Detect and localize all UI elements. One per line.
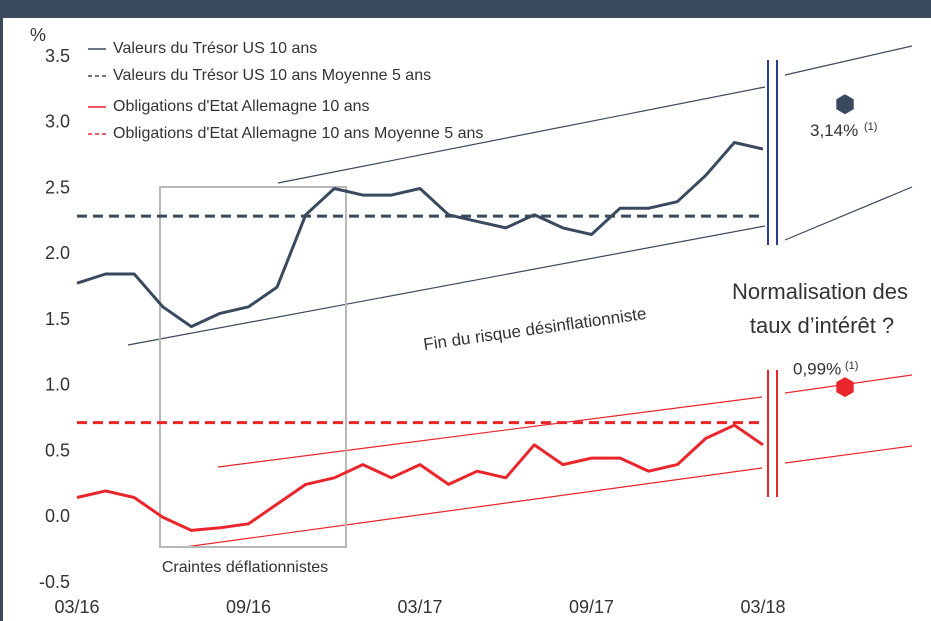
y-tick-label: 3.0 (45, 112, 70, 132)
left-border (0, 18, 3, 621)
header-band (0, 0, 931, 18)
line (76, 423, 764, 532)
channel-line (277, 86, 766, 184)
highlight-box (159, 186, 347, 548)
y-tick-label: 0.5 (45, 440, 70, 460)
y-tick-label: 2.5 (45, 177, 70, 197)
y-tick-label: 0.0 (45, 506, 70, 526)
y-unit: % (30, 25, 46, 45)
x-tick-label: 03/17 (397, 597, 442, 617)
annotation: Craintes déflationnistes (162, 559, 328, 576)
y-tick-label: 2.0 (45, 243, 70, 263)
y-tick-label: -0.5 (39, 572, 70, 592)
channel-line (784, 445, 913, 464)
x-tick-label: 09/17 (569, 597, 614, 617)
channel-line (217, 396, 763, 468)
y-tick-label: 3.5 (45, 46, 70, 66)
target-label: 0,99% (793, 360, 841, 379)
target-marker (836, 94, 854, 115)
annotation: Normalisation des (732, 279, 908, 304)
channel-line (127, 225, 766, 346)
target-note: (1) (864, 121, 877, 133)
channel-line (784, 186, 913, 241)
annotation: Fin du risque désinflationniste (422, 304, 647, 354)
y-tick-label: 1.0 (45, 375, 70, 395)
legend-label: Obligations d'Etat Allemagne 10 ans Moye… (113, 125, 483, 142)
x-tick-label: 09/16 (226, 597, 271, 617)
x-tick-label: 03/16 (54, 597, 99, 617)
legend-label: Valeurs du Trésor US 10 ans (113, 40, 317, 57)
target-marker (836, 377, 854, 398)
legend-label: Obligations d'Etat Allemagne 10 ans (113, 98, 370, 115)
legend-label: Valeurs du Trésor US 10 ans Moyenne 5 an… (113, 67, 431, 84)
target-note: (1) (845, 360, 858, 372)
channels (127, 45, 913, 548)
line (76, 141, 764, 329)
annotation: taux d’intérêt ? (750, 313, 894, 338)
channel-line (184, 467, 763, 548)
x-tick-label: 03/18 (740, 597, 785, 617)
channel-line (784, 45, 913, 76)
target-label: 3,14% (810, 121, 858, 140)
y-tick-label: 1.5 (45, 309, 70, 329)
